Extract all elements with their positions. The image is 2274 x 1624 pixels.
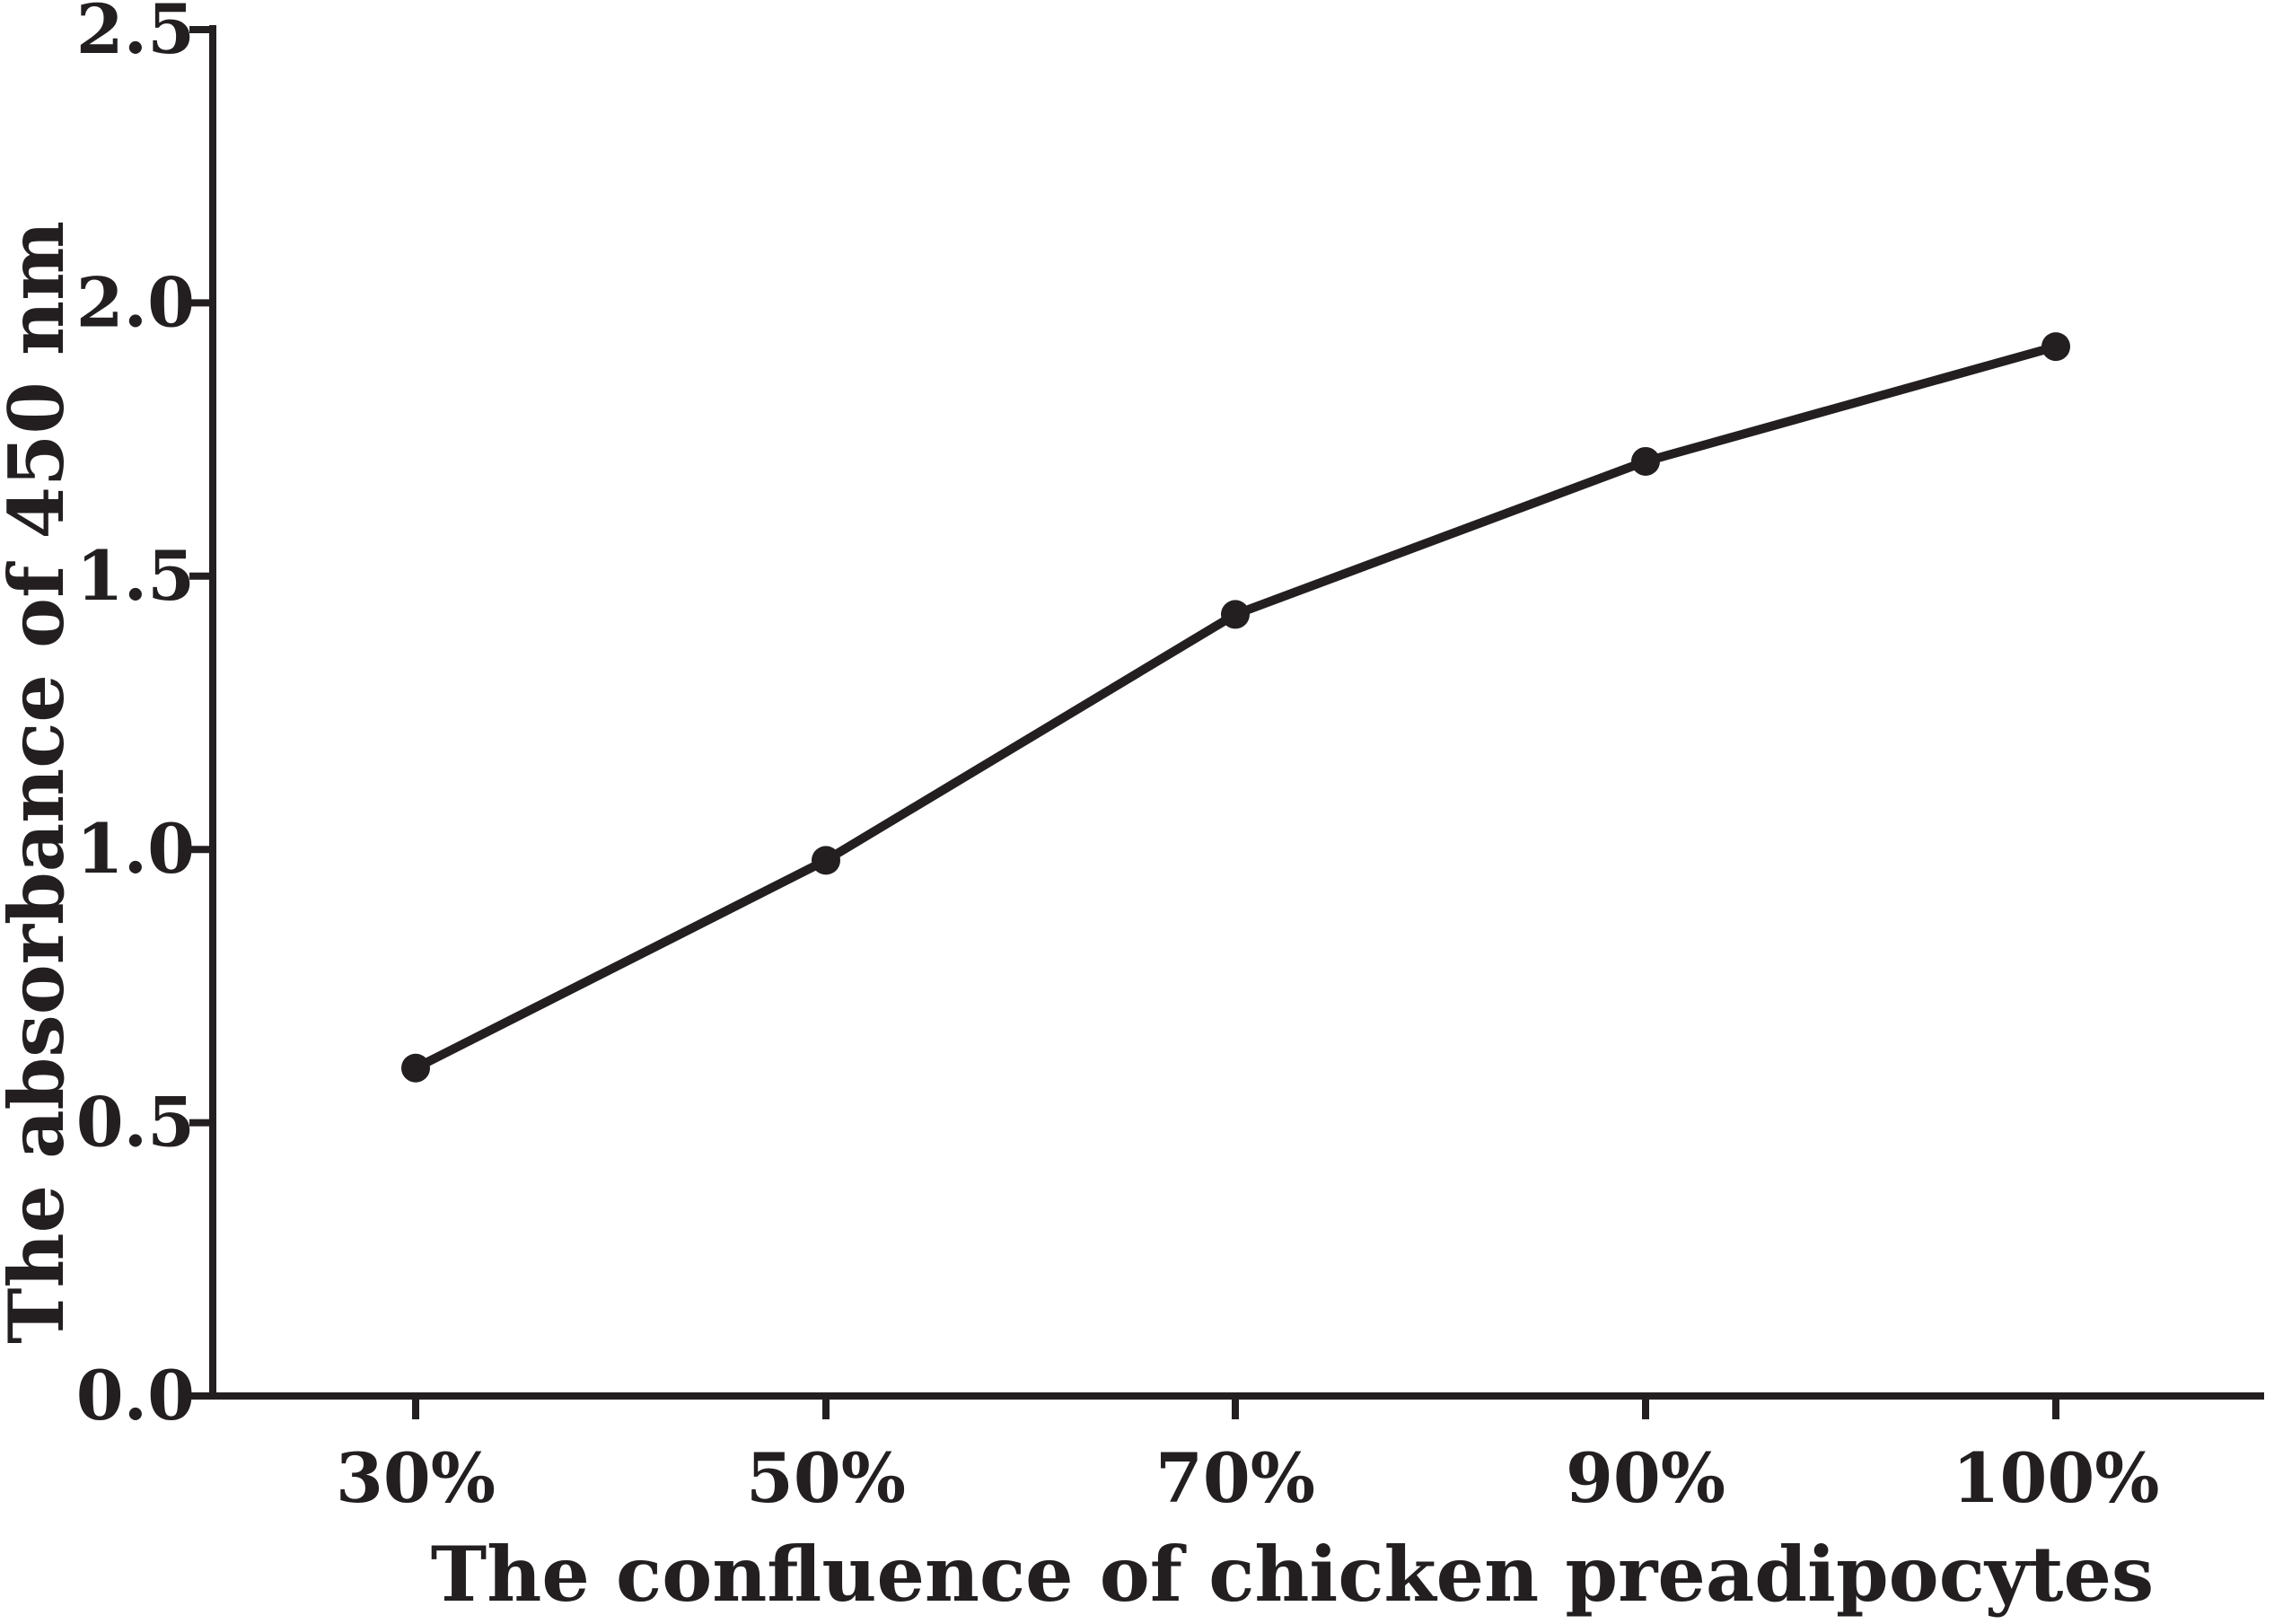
data-point <box>812 846 840 875</box>
x-tick-label: 50% <box>746 1438 906 1518</box>
series <box>401 332 2070 1083</box>
axes <box>209 25 2264 1400</box>
data-point <box>2041 332 2070 362</box>
data-point <box>1631 446 1660 476</box>
y-axis-title: The absorbance of 450 nm <box>0 221 81 1344</box>
series-line <box>413 342 2058 1073</box>
y-tick-label: 0.0 <box>76 1356 195 1435</box>
x-tick-label: 30% <box>336 1438 496 1518</box>
y-tick-label: 1.0 <box>76 809 195 889</box>
x-tick-label: 90% <box>1566 1438 1725 1518</box>
x-tick-label: 70% <box>1155 1438 1315 1518</box>
y-tick-label: 0.5 <box>76 1083 195 1163</box>
y-ticks: 0.0 0.5 1.0 1.5 2.0 2.5 <box>76 0 213 1435</box>
y-tick-label: 1.5 <box>76 536 195 616</box>
x-tick-label: 100% <box>1953 1438 2160 1518</box>
x-ticks: 30% 50% 70% 90% 100% <box>336 1396 2159 1518</box>
data-point <box>401 1053 430 1083</box>
y-tick-label: 2.5 <box>76 0 195 69</box>
y-tick-label: 2.0 <box>76 262 195 342</box>
x-axis-title: The confluence of chicken preadipocytes <box>431 1530 2154 1619</box>
data-point <box>1221 600 1250 629</box>
